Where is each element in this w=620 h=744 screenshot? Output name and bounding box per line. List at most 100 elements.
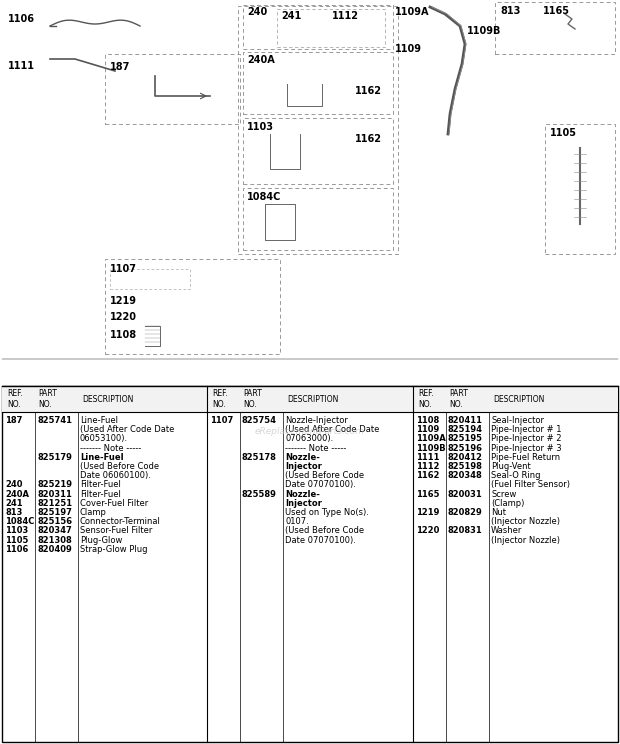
- Text: 1109: 1109: [395, 44, 422, 54]
- Text: 820831: 820831: [448, 527, 483, 536]
- Text: PART
NO.: PART NO.: [243, 389, 262, 408]
- Text: 1109B: 1109B: [416, 443, 446, 452]
- Text: Line-Fuel: Line-Fuel: [80, 416, 118, 425]
- Text: 1108: 1108: [416, 416, 439, 425]
- Text: 1105: 1105: [5, 536, 29, 545]
- Text: 1219: 1219: [110, 296, 137, 306]
- Bar: [243, 118, 393, 184]
- Text: 820411: 820411: [448, 416, 483, 425]
- Text: ------- Note -----: ------- Note -----: [80, 443, 141, 452]
- Text: 825178: 825178: [242, 453, 277, 462]
- Text: 825219: 825219: [37, 481, 72, 490]
- Text: 820409: 820409: [37, 545, 72, 554]
- Text: PART
NO.: PART NO.: [449, 389, 468, 408]
- Text: (Used Before Code: (Used Before Code: [285, 471, 364, 480]
- Text: 825754: 825754: [242, 416, 277, 425]
- Text: 1105: 1105: [550, 128, 577, 138]
- Text: 825194: 825194: [448, 426, 483, 434]
- Text: (Used After Code Date: (Used After Code Date: [80, 426, 174, 434]
- Text: 0107.: 0107.: [285, 517, 309, 526]
- Text: 825195: 825195: [448, 434, 483, 443]
- Text: 1162: 1162: [355, 86, 382, 96]
- Bar: [277, 9, 385, 47]
- Text: Used on Type No(s).: Used on Type No(s).: [285, 508, 369, 517]
- Text: DESCRIPTION: DESCRIPTION: [287, 394, 339, 403]
- Text: 825179: 825179: [37, 453, 72, 462]
- Text: Filter-Fuel: Filter-Fuel: [80, 490, 121, 498]
- Bar: [105, 54, 240, 124]
- Text: 1106: 1106: [8, 14, 35, 24]
- Text: 1103: 1103: [5, 527, 29, 536]
- Text: (Fuel Filter Sensor): (Fuel Filter Sensor): [491, 481, 570, 490]
- Text: ------- Note -----: ------- Note -----: [285, 443, 346, 452]
- Text: Pipe-Injector # 3: Pipe-Injector # 3: [491, 443, 562, 452]
- Bar: [243, 188, 393, 250]
- Text: (Used After Code Date: (Used After Code Date: [285, 426, 379, 434]
- Text: Sensor-Fuel Filter: Sensor-Fuel Filter: [80, 527, 153, 536]
- Bar: [243, 52, 393, 114]
- Text: 07063000).: 07063000).: [285, 434, 334, 443]
- Text: 1111: 1111: [8, 61, 35, 71]
- Text: eReplacementParts.com: eReplacementParts.com: [255, 427, 365, 436]
- Text: Pipe-Injector # 2: Pipe-Injector # 2: [491, 434, 562, 443]
- Text: 1109B: 1109B: [467, 26, 502, 36]
- Text: Seal-Injector: Seal-Injector: [491, 416, 544, 425]
- Text: 813: 813: [500, 6, 520, 16]
- Text: 820311: 820311: [37, 490, 72, 498]
- Text: 1220: 1220: [110, 312, 137, 322]
- Text: 241: 241: [281, 11, 301, 21]
- Text: DESCRIPTION: DESCRIPTION: [493, 394, 544, 403]
- Text: Connector-Terminal: Connector-Terminal: [80, 517, 161, 526]
- Text: 1162: 1162: [416, 471, 440, 480]
- Text: Date 07070100).: Date 07070100).: [285, 536, 356, 545]
- Text: (Used Before Code: (Used Before Code: [80, 462, 159, 471]
- Text: 1108: 1108: [110, 330, 137, 340]
- Text: Cover-Fuel Filter: Cover-Fuel Filter: [80, 498, 148, 508]
- Text: 825196: 825196: [448, 443, 483, 452]
- Text: 820348: 820348: [448, 471, 483, 480]
- Text: Washer: Washer: [491, 527, 523, 536]
- Text: 820031: 820031: [448, 490, 483, 498]
- Text: PART
NO.: PART NO.: [38, 389, 57, 408]
- Bar: [545, 124, 615, 254]
- Text: 820829: 820829: [448, 508, 483, 517]
- Text: Line-Fuel: Line-Fuel: [80, 453, 123, 462]
- Text: Plug-Glow: Plug-Glow: [80, 536, 122, 545]
- Text: Plug-Vent: Plug-Vent: [491, 462, 531, 471]
- Text: 1107: 1107: [110, 264, 137, 274]
- Text: 1106: 1106: [5, 545, 29, 554]
- Text: Injector: Injector: [285, 498, 322, 508]
- Text: 1111: 1111: [416, 453, 440, 462]
- Text: 1084C: 1084C: [247, 192, 281, 202]
- Text: REF.
NO.: REF. NO.: [418, 389, 433, 408]
- Text: 1109A: 1109A: [416, 434, 446, 443]
- Bar: [238, 6, 398, 254]
- Text: 825741: 825741: [37, 416, 72, 425]
- Text: 1112: 1112: [416, 462, 440, 471]
- Text: Pipe-Injector # 1: Pipe-Injector # 1: [491, 426, 562, 434]
- Text: Clamp: Clamp: [80, 508, 107, 517]
- Text: Screw: Screw: [491, 490, 516, 498]
- Text: 1162: 1162: [355, 134, 382, 144]
- Text: 1109: 1109: [416, 426, 439, 434]
- Text: Filter-Fuel: Filter-Fuel: [80, 481, 121, 490]
- Text: Nut: Nut: [491, 508, 506, 517]
- Text: REF.
NO.: REF. NO.: [7, 389, 22, 408]
- Text: 240A: 240A: [247, 55, 275, 65]
- Text: 241: 241: [5, 498, 22, 508]
- Text: (Injector Nozzle): (Injector Nozzle): [491, 536, 560, 545]
- Text: Date 06060100).: Date 06060100).: [80, 471, 151, 480]
- Bar: [495, 2, 615, 54]
- Text: Nozzle-: Nozzle-: [285, 490, 320, 498]
- Text: 06053100).: 06053100).: [80, 434, 128, 443]
- Text: 1084C: 1084C: [5, 517, 34, 526]
- Bar: [110, 269, 190, 289]
- Text: (Injector Nozzle): (Injector Nozzle): [491, 517, 560, 526]
- Text: 240A: 240A: [5, 490, 29, 498]
- Text: Nozzle-Injector: Nozzle-Injector: [285, 416, 348, 425]
- Text: Nozzle-: Nozzle-: [285, 453, 320, 462]
- Text: 821251: 821251: [37, 498, 72, 508]
- Text: (Clamp): (Clamp): [491, 498, 525, 508]
- Text: 1107: 1107: [210, 416, 233, 425]
- Text: 1112: 1112: [332, 11, 359, 21]
